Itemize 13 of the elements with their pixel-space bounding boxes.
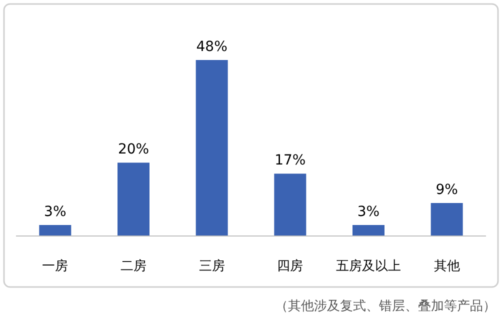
x-tick-label: 其他 bbox=[434, 259, 460, 274]
data-label: 3% bbox=[44, 204, 66, 220]
data-label: 20% bbox=[118, 142, 150, 158]
data-label: 9% bbox=[436, 182, 458, 198]
data-label: 48% bbox=[196, 39, 228, 55]
x-tick-label: 一房 bbox=[42, 258, 68, 274]
data-label: 3% bbox=[357, 204, 380, 220]
x-tick-label: 二房 bbox=[120, 258, 146, 274]
text: （其他涉及复式、错层、叠加等产品） bbox=[275, 299, 496, 314]
x-tick-label: 五房及以上 bbox=[336, 258, 401, 274]
x-tick-label: 四房 bbox=[277, 258, 304, 274]
x-tick-label: 三房 bbox=[198, 258, 225, 274]
data-label: 17% bbox=[274, 152, 306, 169]
